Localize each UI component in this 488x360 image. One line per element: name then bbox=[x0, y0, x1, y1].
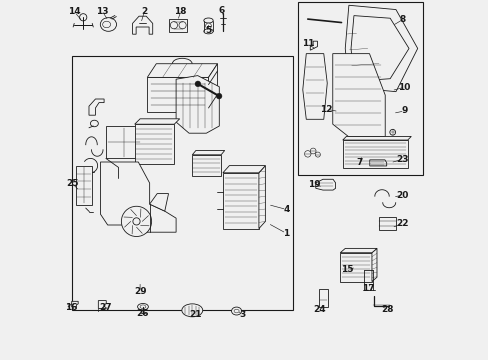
Bar bbox=[378, 217, 395, 230]
Text: 26: 26 bbox=[137, 309, 149, 318]
Ellipse shape bbox=[203, 29, 213, 34]
Text: 18: 18 bbox=[174, 7, 186, 16]
Ellipse shape bbox=[100, 18, 116, 31]
Polygon shape bbox=[342, 136, 410, 140]
Ellipse shape bbox=[140, 305, 145, 309]
Text: 12: 12 bbox=[320, 104, 332, 114]
Circle shape bbox=[205, 23, 211, 29]
Text: 8: 8 bbox=[399, 15, 405, 24]
Text: 21: 21 bbox=[189, 310, 202, 319]
Bar bbox=[340, 253, 371, 282]
Text: 9: 9 bbox=[401, 107, 407, 115]
Polygon shape bbox=[147, 64, 217, 77]
Polygon shape bbox=[258, 166, 265, 229]
Bar bbox=[106, 126, 142, 158]
Polygon shape bbox=[332, 54, 385, 136]
Polygon shape bbox=[223, 166, 265, 173]
Circle shape bbox=[310, 148, 315, 154]
Polygon shape bbox=[134, 119, 179, 124]
Text: 15: 15 bbox=[341, 266, 353, 274]
Polygon shape bbox=[345, 5, 417, 92]
Ellipse shape bbox=[182, 304, 203, 317]
Text: 29: 29 bbox=[134, 287, 146, 296]
Bar bbox=[319, 289, 327, 307]
Circle shape bbox=[216, 93, 222, 99]
Polygon shape bbox=[98, 301, 106, 309]
Polygon shape bbox=[149, 194, 168, 211]
Text: 28: 28 bbox=[380, 305, 392, 314]
Bar bbox=[147, 77, 208, 112]
Text: 10: 10 bbox=[398, 83, 410, 91]
Circle shape bbox=[315, 152, 320, 157]
Text: 16: 16 bbox=[64, 303, 77, 312]
Ellipse shape bbox=[137, 303, 148, 310]
Text: 3: 3 bbox=[239, 310, 245, 319]
Text: 24: 24 bbox=[312, 305, 325, 314]
Polygon shape bbox=[192, 150, 224, 155]
Ellipse shape bbox=[90, 120, 98, 127]
Polygon shape bbox=[350, 15, 408, 81]
Text: 23: 23 bbox=[395, 155, 407, 164]
Circle shape bbox=[80, 14, 87, 21]
Ellipse shape bbox=[231, 307, 241, 315]
Circle shape bbox=[170, 22, 177, 29]
Bar bbox=[297, 2, 422, 175]
Text: 20: 20 bbox=[395, 191, 407, 199]
Polygon shape bbox=[72, 301, 78, 307]
Bar bbox=[72, 56, 292, 310]
Circle shape bbox=[133, 218, 140, 225]
Polygon shape bbox=[176, 76, 219, 133]
Ellipse shape bbox=[102, 21, 110, 28]
Circle shape bbox=[304, 150, 310, 157]
Polygon shape bbox=[302, 54, 326, 119]
Text: 22: 22 bbox=[396, 219, 408, 228]
Ellipse shape bbox=[203, 18, 213, 23]
Polygon shape bbox=[371, 248, 376, 282]
Polygon shape bbox=[310, 41, 317, 50]
Polygon shape bbox=[132, 16, 152, 34]
Ellipse shape bbox=[234, 309, 239, 313]
Polygon shape bbox=[101, 162, 176, 232]
Polygon shape bbox=[89, 99, 104, 115]
Bar bbox=[192, 155, 221, 176]
Bar bbox=[134, 124, 174, 164]
Text: 5: 5 bbox=[205, 26, 211, 35]
Polygon shape bbox=[315, 179, 335, 190]
Bar bbox=[223, 173, 258, 229]
Text: 4: 4 bbox=[283, 205, 289, 214]
Text: 1: 1 bbox=[283, 229, 289, 238]
Text: 17: 17 bbox=[362, 284, 374, 293]
Bar bbox=[342, 140, 407, 168]
Bar bbox=[76, 166, 92, 205]
Text: 27: 27 bbox=[100, 303, 112, 312]
Text: 11: 11 bbox=[301, 40, 313, 49]
Polygon shape bbox=[208, 64, 217, 112]
Polygon shape bbox=[340, 248, 376, 253]
Text: 19: 19 bbox=[308, 180, 320, 189]
Circle shape bbox=[179, 22, 186, 29]
Circle shape bbox=[121, 206, 151, 237]
Text: 2: 2 bbox=[141, 7, 147, 16]
Text: 14: 14 bbox=[68, 7, 81, 16]
Text: 7: 7 bbox=[356, 158, 362, 167]
Circle shape bbox=[389, 129, 395, 135]
Polygon shape bbox=[369, 160, 386, 166]
Text: 13: 13 bbox=[96, 7, 109, 16]
Circle shape bbox=[195, 81, 201, 87]
Text: 25: 25 bbox=[66, 179, 79, 188]
Bar bbox=[169, 19, 187, 32]
Text: 6: 6 bbox=[218, 5, 224, 14]
